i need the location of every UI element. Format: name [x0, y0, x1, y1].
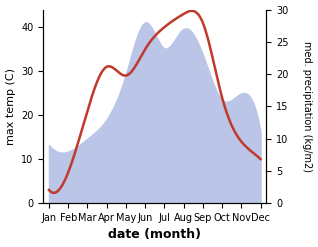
Y-axis label: med. precipitation (kg/m2): med. precipitation (kg/m2) [302, 41, 313, 172]
Y-axis label: max temp (C): max temp (C) [5, 68, 16, 145]
X-axis label: date (month): date (month) [108, 228, 201, 242]
